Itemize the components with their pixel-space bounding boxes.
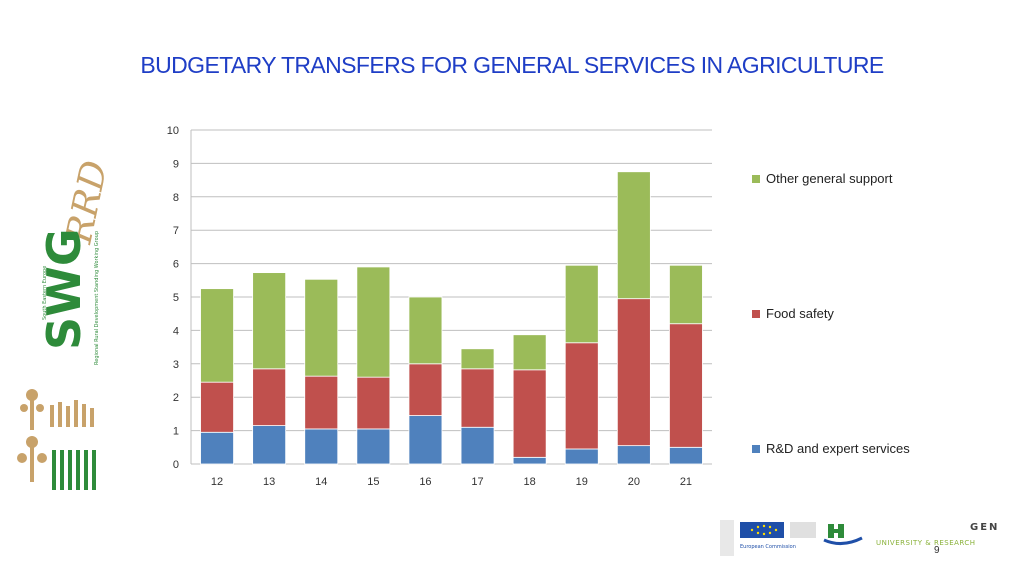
eu-flag-icon [740,522,784,538]
footer-logos: European Commission GEN UNIVERSITY & RES… [720,520,999,556]
legend-swatch-rd [752,444,760,453]
y-tick-label: 6 [173,259,179,271]
bar-segment-food-19 [564,342,599,450]
x-tick-label: 19 [576,476,588,488]
legend-label-rd: R&D and expert services [766,441,910,456]
bar-segment-rd-13 [252,425,287,465]
wur-partial-label: GEN [970,522,999,533]
bar-segment-rd-14 [304,428,339,465]
y-axis-ticks: 0 1 2 3 4 5 6 7 8 9 10 [167,125,179,471]
y-tick-label: 5 [173,292,179,304]
bar-segment-rd-18 [512,456,547,465]
y-tick-label: 1 [173,426,179,438]
wur-logo-icon [823,524,863,545]
bar-segment-other-12 [200,288,234,383]
bar-segment-food-14 [304,375,339,430]
bar-segment-food-20 [616,298,651,447]
legend-swatch-food [752,309,760,318]
eu-commission-label: European Commission [740,544,796,550]
x-tick-label: 17 [471,476,483,488]
y-tick-label: 4 [173,325,179,337]
page-number: 9 [934,545,940,556]
bar-segment-other-16 [408,296,443,365]
x-axis-ticks: 12 13 14 15 16 17 18 19 20 21 [211,476,692,488]
slide-title: BUDGETARY TRANSFERS FOR GENERAL SERVICES… [140,52,884,78]
bar-segment-rd-12 [200,431,234,465]
legend-swatch-other [752,174,760,183]
bar-segment-food-12 [200,381,234,433]
bar-segment-food-18 [512,369,547,458]
wur-university-label: UNIVERSITY & RESEARCH [876,539,976,547]
bar-segment-rd-20 [616,445,651,465]
legend-label-other: Other general support [766,171,893,186]
legend-item-food: Food safety [752,306,834,321]
bar-segment-food-16 [408,363,443,416]
y-tick-label: 2 [173,392,179,404]
x-tick-label: 21 [680,476,692,488]
bar-segment-other-15 [356,266,391,378]
bar-segment-other-21 [669,264,703,325]
bar-segment-rd-17 [460,426,495,465]
x-tick-label: 15 [367,476,379,488]
y-tick-label: 9 [173,158,179,170]
bar-segment-other-17 [460,348,495,370]
legend-item-other: Other general support [752,171,892,186]
x-tick-label: 20 [628,476,640,488]
legend-label-food: Food safety [766,306,834,321]
bar-segment-rd-21 [669,446,703,465]
logo-small-text-1: South Eastern Europe [42,266,48,320]
bar-segment-food-21 [669,323,703,448]
x-tick-label: 13 [263,476,275,488]
legend-item-rd: R&D and expert services [752,441,910,456]
logo-bars-icon [50,400,96,490]
logo-small-text-2: Regional Rural Development Standing Work… [94,231,100,365]
bar-segment-rd-15 [356,428,391,465]
x-tick-label: 18 [524,476,536,488]
bar-segment-other-13 [252,272,287,370]
logo-swg-text: SWG [37,228,91,350]
y-tick-label: 3 [173,359,179,371]
bar-segment-other-18 [512,334,547,371]
x-tick-label: 12 [211,476,223,488]
chart-bars [200,171,703,465]
bar-segment-food-13 [252,368,287,426]
x-tick-label: 16 [419,476,431,488]
y-tick-label: 10 [167,125,179,137]
swg-rrd-logo: RRD SWG South Eastern Europe Regional Ru… [17,157,106,490]
bar-segment-food-17 [460,368,495,428]
bar-segment-rd-19 [564,448,599,465]
bar-segment-rd-16 [408,415,443,465]
bar-segment-food-15 [356,376,391,430]
logo-tree-icon [17,389,47,482]
y-tick-label: 7 [173,225,179,237]
y-tick-label: 8 [173,192,179,204]
bar-segment-other-20 [616,171,651,300]
bar-segment-other-19 [564,264,599,344]
bar-segment-other-14 [304,278,339,377]
x-tick-label: 14 [315,476,327,488]
y-tick-label: 0 [173,459,179,471]
